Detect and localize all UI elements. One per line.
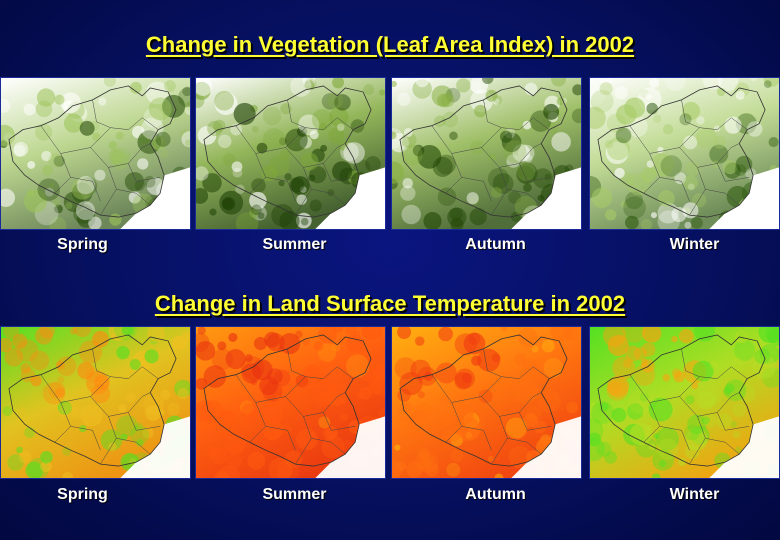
vegetation-title: Change in Vegetation (Leaf Area Index) i… [145, 32, 635, 57]
vegetation-label-autumn: Autumn [465, 236, 526, 253]
temperature-label-summer: Summer [262, 486, 327, 503]
temperature-title: Change in Land Surface Temperature in 20… [154, 291, 626, 316]
vegetation-label-summer: Summer [262, 236, 327, 253]
vegetation-label-spring: Spring [57, 236, 108, 253]
temperature-map-summer [195, 326, 386, 479]
temperature-map-winter [589, 326, 780, 479]
temperature-map-autumn [391, 326, 582, 479]
temperature-label-winter: Winter [669, 486, 720, 503]
temperature-map-spring [0, 326, 191, 479]
temperature-label-autumn: Autumn [465, 486, 526, 503]
vegetation-map-spring [0, 77, 191, 230]
vegetation-map-autumn [391, 77, 582, 230]
vegetation-map-summer [195, 77, 386, 230]
vegetation-label-winter: Winter [669, 236, 720, 253]
temperature-label-spring: Spring [57, 486, 108, 503]
vegetation-map-winter [589, 77, 780, 230]
